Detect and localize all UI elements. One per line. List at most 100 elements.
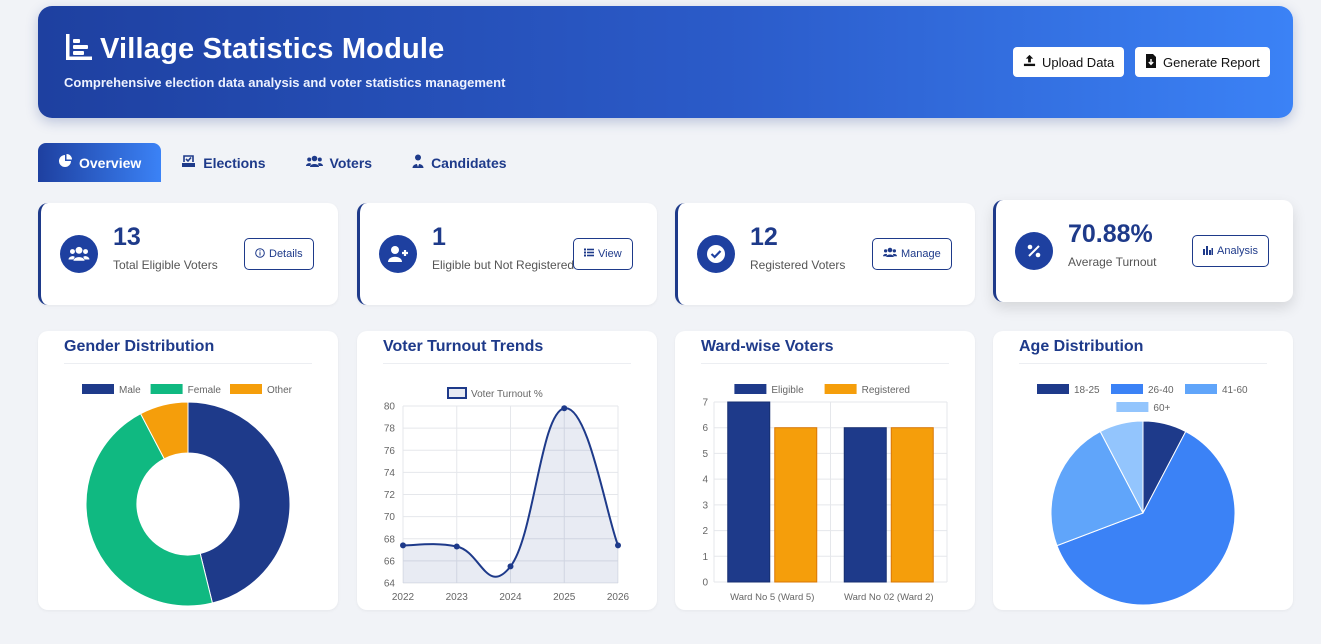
chart-title: Age Distribution <box>1019 338 1144 355</box>
x-tick-label: 2023 <box>446 592 469 603</box>
stat-value: 12 <box>750 223 778 251</box>
title-divider <box>383 363 631 364</box>
upload-data-button[interactable]: Upload Data <box>1013 47 1125 77</box>
manage-button[interactable]: Manage <box>872 238 952 270</box>
stat-label: Total Eligible Voters <box>113 258 218 272</box>
legend-label: Other <box>267 385 293 396</box>
y-tick-label: 70 <box>384 512 396 523</box>
y-tick-label: 5 <box>702 449 708 460</box>
check-circle-icon <box>697 235 735 273</box>
stat-label: Registered Voters <box>750 258 846 272</box>
pie-slice <box>1050 430 1144 547</box>
tab-bar: Overview Elections Voters Candidates <box>38 143 527 182</box>
chart-title: Ward-wise Voters <box>701 338 834 355</box>
legend-swatch <box>150 384 183 394</box>
tab-elections[interactable]: Elections <box>161 143 285 182</box>
tab-candidates[interactable]: Candidates <box>392 143 526 182</box>
stat-value: 70.88% <box>1068 220 1153 248</box>
data-point <box>561 405 568 412</box>
y-tick-label: 80 <box>384 402 396 413</box>
upload-data-label: Upload Data <box>1042 54 1115 70</box>
legend-label: 26-40 <box>1148 385 1174 396</box>
title-divider <box>701 363 949 364</box>
y-tick-label: 1 <box>702 552 708 563</box>
view-button[interactable]: View <box>573 238 633 270</box>
pie-slice <box>85 413 214 607</box>
legend-swatch <box>734 384 767 394</box>
info-icon <box>255 247 269 261</box>
view-button-label: View <box>598 248 622 260</box>
legend-swatch <box>1116 402 1149 412</box>
data-point <box>453 543 460 550</box>
stat-card-eligible: 13 Total Eligible Voters Details <box>38 203 338 305</box>
y-tick-label: 2 <box>702 526 708 537</box>
y-tick-label: 3 <box>702 500 708 511</box>
legend-label: Eligible <box>771 385 804 396</box>
list-icon <box>584 248 598 260</box>
bar-chart-icon <box>1203 245 1217 258</box>
x-tick-label: 2026 <box>607 592 630 603</box>
pie-slice <box>139 401 189 460</box>
gender-doughnut-chart: Male Female Other <box>82 384 293 607</box>
y-tick-label: 68 <box>384 534 396 545</box>
age-distribution-card: Age Distribution 18-25 26-40 41-60 60+ <box>993 331 1293 610</box>
legend-swatch <box>230 384 262 394</box>
generate-report-label: Generate Report <box>1163 54 1260 70</box>
data-point <box>615 542 621 549</box>
pie-slice <box>1099 420 1144 514</box>
legend-label: Male <box>119 385 141 396</box>
user-tie-icon <box>412 154 431 171</box>
turnout-line-chart: Voter Turnout % 64 66 68 70 72 74 76 78 80 2022 202… <box>384 387 630 603</box>
y-tick-label: 4 <box>702 475 708 486</box>
stat-card-not-registered: 1 Eligible but Not Registered View <box>357 203 657 305</box>
legend-label: Registered <box>862 385 910 396</box>
bar <box>890 427 934 583</box>
user-plus-icon <box>379 235 417 273</box>
users-icon <box>60 235 98 273</box>
title-row: Village Statistics Module <box>64 32 445 67</box>
legend-label: Female <box>188 385 222 396</box>
percent-icon <box>1015 232 1053 270</box>
y-tick-label: 78 <box>384 424 396 435</box>
y-tick-label: 6 <box>702 423 708 434</box>
generate-report-button[interactable]: Generate Report <box>1135 47 1270 77</box>
analysis-button[interactable]: Analysis <box>1192 235 1269 267</box>
legend-swatch <box>1185 384 1217 394</box>
x-tick-label: Ward No 02 (Ward 2) <box>844 592 934 603</box>
tab-voters[interactable]: Voters <box>286 143 393 182</box>
y-tick-label: 66 <box>384 556 396 567</box>
users-icon <box>305 155 330 171</box>
page-header: Village Statistics Module Comprehensive … <box>38 6 1293 118</box>
legend-swatch <box>1037 384 1069 394</box>
y-tick-label: 72 <box>384 490 396 501</box>
x-tick-label: Ward No 5 (Ward 5) <box>730 592 814 603</box>
legend-swatch <box>82 384 114 394</box>
tab-label: Elections <box>203 154 266 171</box>
y-tick-label: 0 <box>702 578 708 589</box>
details-button[interactable]: Details <box>244 238 314 270</box>
tab-overview[interactable]: Overview <box>38 143 162 182</box>
bar <box>843 427 887 583</box>
chart-title: Voter Turnout Trends <box>383 338 544 355</box>
page-subtitle: Comprehensive election data analysis and… <box>64 75 506 90</box>
legend-label: Voter Turnout % <box>471 389 543 400</box>
pie-chart-icon <box>58 154 79 171</box>
stat-card-registered: 12 Registered Voters Manage <box>675 203 975 305</box>
stat-label: Eligible but Not Registered <box>432 258 575 272</box>
ward-bar-chart: Eligible Registered 0 1 2 3 4 5 6 7 Ward No 5 (War… <box>702 384 948 603</box>
vote-box-icon <box>181 154 203 171</box>
legend-swatch <box>1111 384 1143 394</box>
y-tick-label: 7 <box>702 398 708 409</box>
details-button-label: Details <box>269 248 303 260</box>
upload-icon <box>1023 54 1042 70</box>
legend-swatch <box>447 387 467 399</box>
pie-slice <box>187 401 291 604</box>
stat-value: 13 <box>113 223 141 251</box>
chart-list-icon <box>64 32 94 67</box>
x-tick-label: 2022 <box>392 592 415 603</box>
data-point <box>400 542 406 549</box>
title-divider <box>64 363 312 364</box>
legend-label: 18-25 <box>1074 385 1100 396</box>
manage-button-label: Manage <box>901 248 941 260</box>
tab-label: Voters <box>329 154 373 171</box>
